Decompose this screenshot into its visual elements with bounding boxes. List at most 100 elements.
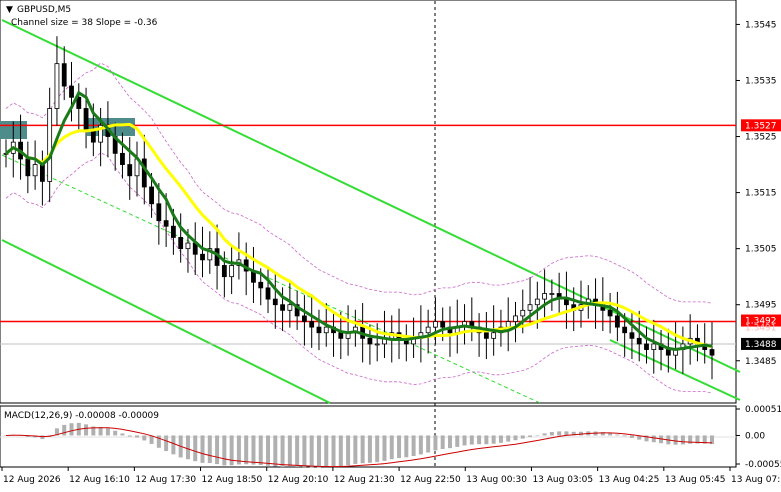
macd-axis: 0.00051 0.00 -0.00055 <box>736 405 781 470</box>
candle-body <box>425 326 431 334</box>
candle-body <box>258 281 264 289</box>
macd-bar <box>171 435 176 455</box>
macd-tick-label: 0.00 <box>745 431 765 441</box>
macd-bar <box>695 435 700 444</box>
macd-bar <box>127 435 132 437</box>
symbol-title: GBPUSD,M5 <box>17 5 71 15</box>
time-tick-label: 13 Aug 03:05 <box>532 475 593 485</box>
macd-bar <box>287 435 292 467</box>
macd-bar <box>156 435 161 448</box>
candle-body <box>607 309 613 317</box>
candle-body <box>527 304 533 311</box>
macd-bar <box>608 432 613 436</box>
macd-bar <box>498 435 503 443</box>
candle-body <box>316 326 322 334</box>
macd-bar <box>309 435 314 468</box>
candle-body <box>47 108 53 182</box>
candle-body <box>200 253 205 261</box>
candle-body <box>651 343 657 350</box>
time-tick-label: 12 Aug 22:50 <box>400 475 461 485</box>
candle-body <box>520 309 526 317</box>
macd-tick-label: 0.00051 <box>745 405 781 415</box>
candle-body <box>156 203 162 222</box>
macd-bar <box>528 435 533 437</box>
candle-body <box>491 332 497 339</box>
macd-bar <box>47 434 52 436</box>
macd-bar <box>418 435 423 455</box>
candle-body <box>644 343 649 350</box>
current-price-label: 1.3488 <box>741 337 781 350</box>
macd-bar <box>251 435 256 465</box>
candle-body <box>171 225 176 238</box>
candle-body <box>622 326 628 334</box>
macd-label: MACD(12,26,9) -0.00008 -0.00009 <box>4 411 159 421</box>
candle-body <box>505 321 511 328</box>
candle-body <box>127 164 133 177</box>
svg-text:1.3491: 1.3491 <box>745 324 777 334</box>
time-tick-label: 12 Aug 21:30 <box>334 475 395 485</box>
macd-bar <box>280 435 285 468</box>
candle-body <box>287 304 293 311</box>
macd-bar <box>433 435 438 451</box>
macd-bar <box>535 435 540 436</box>
price-tick-label: 1.3515 <box>745 189 777 199</box>
macd-bar <box>316 435 321 468</box>
macd-bar <box>484 435 489 445</box>
level-label-3: 1.3491 <box>745 324 777 334</box>
macd-bar <box>491 435 496 444</box>
candle-body <box>178 237 184 250</box>
candle-body <box>374 343 380 346</box>
macd-bar <box>600 432 605 436</box>
macd-bar <box>135 435 140 438</box>
macd-bar <box>367 435 372 463</box>
candle-body <box>207 248 213 261</box>
candle-body <box>367 337 373 345</box>
candle-body <box>665 349 671 356</box>
macd-bar <box>397 435 402 459</box>
macd-bar <box>98 426 103 436</box>
macd-bar <box>375 435 380 463</box>
macd-bar <box>688 435 693 444</box>
macd-bar <box>469 435 474 445</box>
macd-bar <box>142 435 147 441</box>
macd-bar <box>404 435 409 458</box>
macd-bar <box>622 435 627 437</box>
macd-bar <box>149 435 154 444</box>
macd-bar <box>710 435 714 445</box>
macd-bar <box>651 435 656 443</box>
candle-body <box>83 108 89 132</box>
candle-body <box>265 287 271 300</box>
macd-bar <box>295 435 300 467</box>
time-tick-label: 13 Aug 04:25 <box>599 475 660 485</box>
macd-bar <box>506 435 511 442</box>
candle-body <box>32 164 38 177</box>
candle-body <box>534 298 540 306</box>
macd-bar <box>549 432 554 436</box>
macd-bar <box>244 435 249 465</box>
macd-bar <box>513 435 518 441</box>
candle-body <box>614 315 620 328</box>
macd-histogram <box>4 422 714 468</box>
macd-bar <box>615 434 620 436</box>
chart-title-arrow: ▼ <box>6 5 13 15</box>
candle-body <box>163 220 169 227</box>
candle-body <box>338 332 344 339</box>
macd-bar <box>382 435 387 461</box>
candle-body <box>636 337 642 345</box>
time-tick-label: 13 Aug 07:15 <box>731 475 781 485</box>
candle-body <box>309 321 315 328</box>
macd-bar <box>69 423 74 436</box>
time-tick-label: 13 Aug 00:30 <box>466 475 527 485</box>
candle-body <box>54 63 60 109</box>
candle-body <box>629 332 635 339</box>
macd-bar <box>200 435 205 463</box>
channel-mid-line[interactable] <box>1 154 541 404</box>
macd-bar <box>324 435 329 468</box>
macd-bar <box>447 435 452 449</box>
macd-bar <box>113 430 118 436</box>
candle-body <box>229 265 235 278</box>
macd-bar <box>702 435 707 444</box>
level-label-2: 1.3492 <box>741 314 781 327</box>
